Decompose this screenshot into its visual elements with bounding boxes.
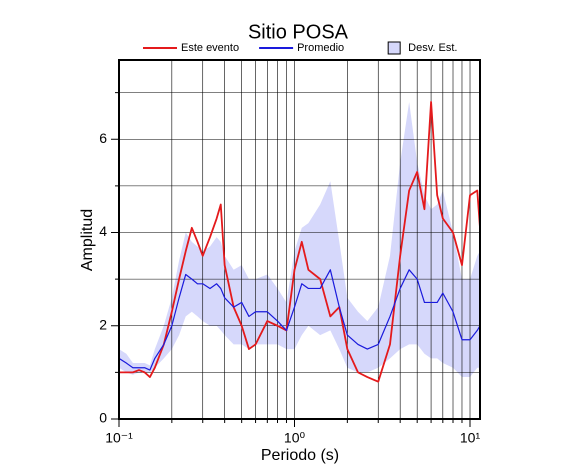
x-tick-label: 10⁻¹ xyxy=(105,430,133,446)
legend-label: Este evento xyxy=(181,42,239,54)
y-tick-label: 4 xyxy=(99,223,107,239)
series-line xyxy=(119,269,480,371)
y-tick-label: 0 xyxy=(99,410,107,426)
std-band xyxy=(119,101,480,378)
series-line xyxy=(119,101,480,383)
legend-swatch xyxy=(387,41,401,55)
y-tick-label: 6 xyxy=(99,130,107,146)
x-axis-label: Periodo (s) xyxy=(261,447,339,464)
chart-title: Sitio POSA xyxy=(248,21,349,43)
y-axis-label: Amplitud xyxy=(79,209,96,271)
line-layer xyxy=(119,101,480,383)
legend-label: Promedio xyxy=(297,42,344,54)
x-tick-label: 10⁰ xyxy=(284,430,306,446)
legend: Este evento Promedio Desv. Est. xyxy=(143,41,457,55)
band-layer xyxy=(119,101,480,378)
legend-label: Desv. Est. xyxy=(408,42,457,54)
y-tick-label: 2 xyxy=(99,316,107,332)
plot-frame xyxy=(118,59,481,420)
x-tick-label: 10¹ xyxy=(460,430,481,446)
